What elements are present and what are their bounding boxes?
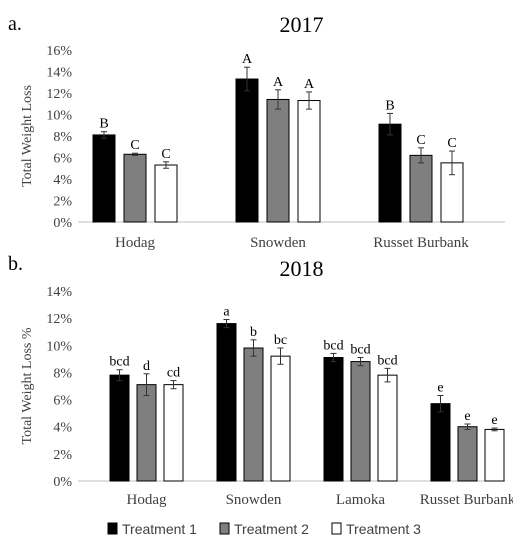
legend-swatch-treatment-1 xyxy=(107,522,118,535)
legend-label: Treatment 1 xyxy=(122,521,197,537)
y-tick-label: 8% xyxy=(53,366,72,381)
significance-label: B xyxy=(385,98,394,113)
y-tick-label: 4% xyxy=(53,421,72,436)
y-tick-label: 4% xyxy=(53,173,72,188)
significance-label: e xyxy=(491,413,497,428)
significance-label: C xyxy=(161,147,170,162)
significance-label: C xyxy=(447,136,456,151)
chart-2017: 2017 Total Weight Loss 0% 2% 4% 6% 8% 10% 12% 14%… xyxy=(20,12,505,251)
significance-label: bcd xyxy=(350,343,370,358)
legend-swatch-treatment-2 xyxy=(219,522,230,535)
chart-title: 2017 xyxy=(280,12,324,37)
chart-title: 2018 xyxy=(280,256,324,281)
significance-label: e xyxy=(464,409,470,424)
bar-treatment-2 xyxy=(123,153,147,223)
bar-treatment-2 xyxy=(457,426,478,482)
bar-treatment-1 xyxy=(430,403,451,482)
bar-treatment-3 xyxy=(270,355,291,482)
y-tick-label: 2% xyxy=(53,195,72,210)
y-tick-label: 2% xyxy=(53,448,72,463)
significance-label: bcd xyxy=(109,355,129,370)
y-axis-label: Total Weight Loss xyxy=(20,85,35,187)
y-tick-label: 0% xyxy=(53,216,72,231)
bar-treatment-1 xyxy=(216,323,237,482)
bar-treatment-2 xyxy=(243,347,264,482)
x-category-label: Russet Burbank xyxy=(373,235,469,251)
bar-treatment-3 xyxy=(484,428,505,482)
bar-treatment-1 xyxy=(235,78,259,223)
y-tick-label: 12% xyxy=(46,312,72,327)
bar-treatment-2 xyxy=(136,384,157,482)
significance-label: B xyxy=(99,117,108,132)
significance-label: bcd xyxy=(377,353,397,368)
y-tick-label: 6% xyxy=(53,152,72,167)
bar-treatment-3 xyxy=(377,374,398,482)
significance-label: A xyxy=(273,75,284,90)
significance-label: b xyxy=(250,325,257,340)
bar-treatment-2 xyxy=(266,98,290,223)
significance-label: C xyxy=(130,138,139,153)
y-tick-label: 14% xyxy=(46,66,72,81)
significance-label: d xyxy=(143,359,150,374)
bar-treatment-2 xyxy=(409,154,433,223)
bar-treatment-1 xyxy=(109,374,130,482)
x-category-label: Snowden xyxy=(226,492,282,508)
y-tick-label: 16% xyxy=(46,44,72,59)
significance-label: A xyxy=(304,77,315,92)
y-tick-label: 12% xyxy=(46,87,72,102)
bar-treatment-3 xyxy=(163,384,184,482)
bar-treatment-3 xyxy=(154,164,178,223)
y-tick-label: 10% xyxy=(46,339,72,354)
significance-label: bcd xyxy=(323,338,343,353)
y-tick-label: 10% xyxy=(46,109,72,124)
legend-label: Treatment 2 xyxy=(234,521,309,537)
x-category-label: Hodag xyxy=(115,235,155,251)
bar-treatment-1 xyxy=(378,123,402,223)
y-axis-label: Total Weight Loss % xyxy=(20,327,35,444)
bar-treatment-3 xyxy=(297,100,321,223)
significance-label: cd xyxy=(167,366,180,381)
legend: Treatment 1 Treatment 2 Treatment 3 xyxy=(107,521,421,537)
bar-treatment-1 xyxy=(92,134,116,223)
significance-label: e xyxy=(437,381,443,396)
legend-label: Treatment 3 xyxy=(346,521,421,537)
y-tick-label: 0% xyxy=(53,475,72,490)
y-tick-label: 6% xyxy=(53,394,72,409)
significance-label: a xyxy=(223,305,230,320)
x-category-label: Hodag xyxy=(127,492,167,508)
significance-label: bc xyxy=(274,333,287,348)
panel-label-a: a. xyxy=(8,13,22,35)
legend-swatch-treatment-3 xyxy=(331,522,342,535)
chart-2018: 2018 Total Weight Loss % 0% 2% 4% 6% 8% 10% 12% 1… xyxy=(20,256,513,508)
panel-label-b: b. xyxy=(8,253,23,275)
significance-label: C xyxy=(416,133,425,148)
significance-label: A xyxy=(242,52,253,67)
x-category-label: Lamoka xyxy=(336,492,385,508)
bar-treatment-2 xyxy=(350,361,371,482)
y-tick-label: 8% xyxy=(53,130,72,145)
bar-treatment-1 xyxy=(323,357,344,482)
x-category-label: Russet Burbank xyxy=(420,492,513,508)
x-category-label: Snowden xyxy=(250,235,306,251)
y-tick-label: 14% xyxy=(46,285,72,300)
